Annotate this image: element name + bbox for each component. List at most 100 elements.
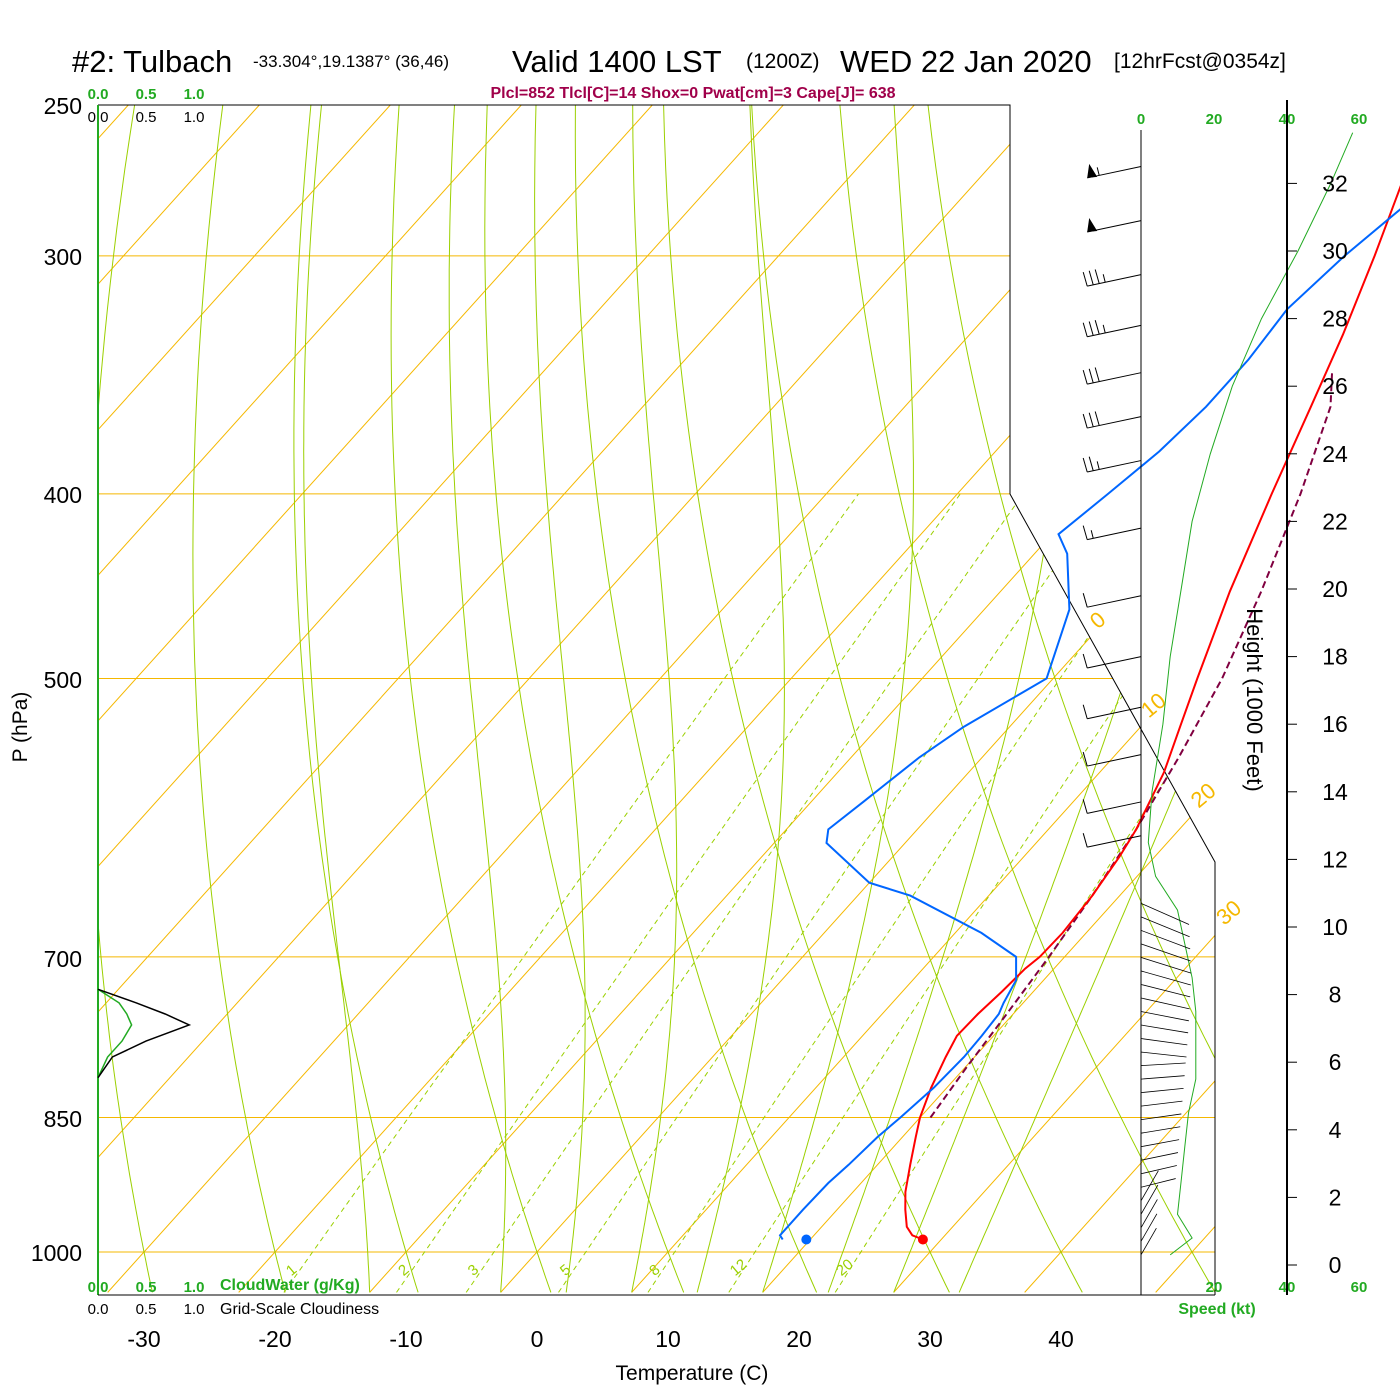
- chart-title-coords: -33.304°,19.1387° (36,46): [253, 52, 449, 71]
- height-tick-label: 32: [1322, 170, 1348, 196]
- plot-boundary: [98, 104, 1216, 1295]
- dry-adiabat: [751, 105, 1083, 1293]
- wind-barb-low: [1140, 916, 1190, 938]
- wind-barb-staff: [1087, 274, 1142, 287]
- wind-barb-low: [1140, 1178, 1176, 1188]
- y-axis-label: P (hPa): [9, 692, 32, 763]
- chart-title-zulu: (1200Z): [746, 50, 820, 73]
- dry-adiabat: [1192, 105, 1215, 1293]
- isotherm-line: [369, 105, 1215, 1293]
- mixing-ratio-line: [465, 493, 1024, 1293]
- wind-barb-staff: [1087, 372, 1142, 385]
- wind-barb-low: [1140, 930, 1191, 950]
- wind-barb-low: [1140, 1051, 1187, 1058]
- wind-barb-flag: [1094, 320, 1100, 335]
- chart-title-forecast: [12hrFcst@0354z]: [1114, 50, 1286, 73]
- moist-adiabat: [448, 105, 507, 1293]
- parcel-profile-line: [929, 371, 1334, 1119]
- isotherm-line: [107, 105, 1177, 1293]
- wind-barb-flag: [1088, 368, 1094, 383]
- mixing-ratio-label: 5: [557, 1261, 574, 1279]
- speed-tick: 60: [1351, 111, 1368, 128]
- speed-axis-label: Speed (kt): [1178, 1301, 1255, 1318]
- wind-barb-staff: [1087, 656, 1142, 669]
- wind-barb-half-flag: [1102, 324, 1106, 334]
- moist-adiabat: [958, 105, 1215, 1293]
- cloud-tick: 0.5: [136, 1301, 157, 1318]
- isotherm-label: 0: [1085, 607, 1110, 634]
- dry-adiabat: [484, 105, 685, 1293]
- cloud-tick: 0.0: [88, 1301, 109, 1318]
- wind-barb-flag: [1082, 369, 1088, 385]
- wind-barb-flag: [1088, 456, 1094, 471]
- mixing-ratio-label: 3: [465, 1261, 482, 1279]
- chart-title-valid: Valid 1400 LST: [512, 44, 722, 79]
- mixing-ratio-label: 8: [646, 1261, 663, 1279]
- wind-barb-staff: [1087, 324, 1142, 338]
- height-tick-label: 10: [1322, 914, 1348, 940]
- wind-barb-staff: [1087, 595, 1142, 608]
- dry-adiabat: [1015, 105, 1215, 1293]
- isotherm-label: 20: [1186, 778, 1221, 813]
- x-axis-label: Temperature (C): [616, 1362, 769, 1385]
- wind-barb-half-flag: [1102, 274, 1106, 283]
- wind-barb-low: [1140, 1165, 1177, 1175]
- wind-barb-flag: [1082, 322, 1088, 337]
- wind-barb-half-flag: [1096, 461, 1100, 470]
- wind-barb-half-flag: [1096, 167, 1100, 176]
- speed-tick: 20: [1206, 111, 1223, 128]
- chart-title-date: WED 22 Jan 2020: [840, 44, 1092, 79]
- wind-barb-flag: [1082, 413, 1088, 429]
- cloud-water-line: [97, 988, 133, 1079]
- surface-temperature-point: [917, 1234, 928, 1245]
- wind-barb-flag: [1088, 321, 1094, 336]
- cloud-tick: 0.0: [88, 1279, 109, 1296]
- wind-barb-low: [1140, 1228, 1157, 1256]
- temp-tick-label: -30: [127, 1326, 160, 1352]
- isotherm-line: [893, 105, 1215, 1293]
- isotherm-line: [631, 105, 1215, 1293]
- dry-adiabat: [927, 105, 1215, 1293]
- height-tick-label: 4: [1329, 1117, 1342, 1143]
- dry-adiabat: [293, 105, 419, 1293]
- pressure-tick-label: 400: [44, 482, 82, 508]
- temp-tick-label: 20: [786, 1326, 812, 1352]
- wind-barb-flag: [1088, 270, 1094, 285]
- height-tick-label: 22: [1322, 508, 1348, 534]
- isotherm-line: [98, 105, 391, 1293]
- temp-tick-label: -20: [258, 1326, 291, 1352]
- wind-barb-flag: [1088, 412, 1094, 427]
- wind-barb-flag: [1094, 411, 1100, 426]
- height-tick-label: 14: [1322, 779, 1348, 805]
- wind-barb-staff: [1087, 706, 1142, 720]
- wind-barb-low: [1140, 1024, 1189, 1034]
- mixing-ratio-line: [283, 493, 859, 1293]
- isotherm-line: [1287, 105, 1400, 1292]
- height-tick-label: 12: [1322, 846, 1348, 872]
- cloud-tick: 0.5: [136, 1279, 157, 1296]
- wind-barb-low: [1140, 1199, 1158, 1229]
- cloud-tick: 0.0: [88, 86, 109, 103]
- wind-barb-low: [1140, 1113, 1182, 1121]
- cloud-tick: 1.0: [184, 86, 205, 103]
- mixing-ratio-line: [834, 493, 1215, 1293]
- wind-barb-staff: [1087, 416, 1142, 429]
- wind-barb-staff: [1087, 754, 1142, 767]
- moist-adiabat: [696, 105, 785, 1293]
- dry-adiabat: [1369, 105, 1400, 1292]
- temp-tick-label: -10: [389, 1326, 422, 1352]
- wind-barb-low: [1140, 1100, 1183, 1107]
- pressure-tick-label: 250: [44, 93, 82, 119]
- wind-barb-flag: [1082, 271, 1088, 287]
- pressure-tick-label: 500: [44, 667, 82, 693]
- dry-adiabat: [98, 105, 153, 1293]
- dry-adiabat: [663, 105, 950, 1293]
- mixing-ratio-line: [647, 493, 1187, 1293]
- wind-barb-flag: [1082, 525, 1088, 540]
- cloud-tick: 1.0: [184, 109, 205, 126]
- mixing-ratio-label: 20: [833, 1256, 857, 1280]
- cloud-tick: 1.0: [184, 1279, 205, 1296]
- wind-barb-flag: [1082, 833, 1088, 848]
- wind-barb-low: [1140, 997, 1190, 1010]
- wind-barb-low: [1140, 970, 1191, 986]
